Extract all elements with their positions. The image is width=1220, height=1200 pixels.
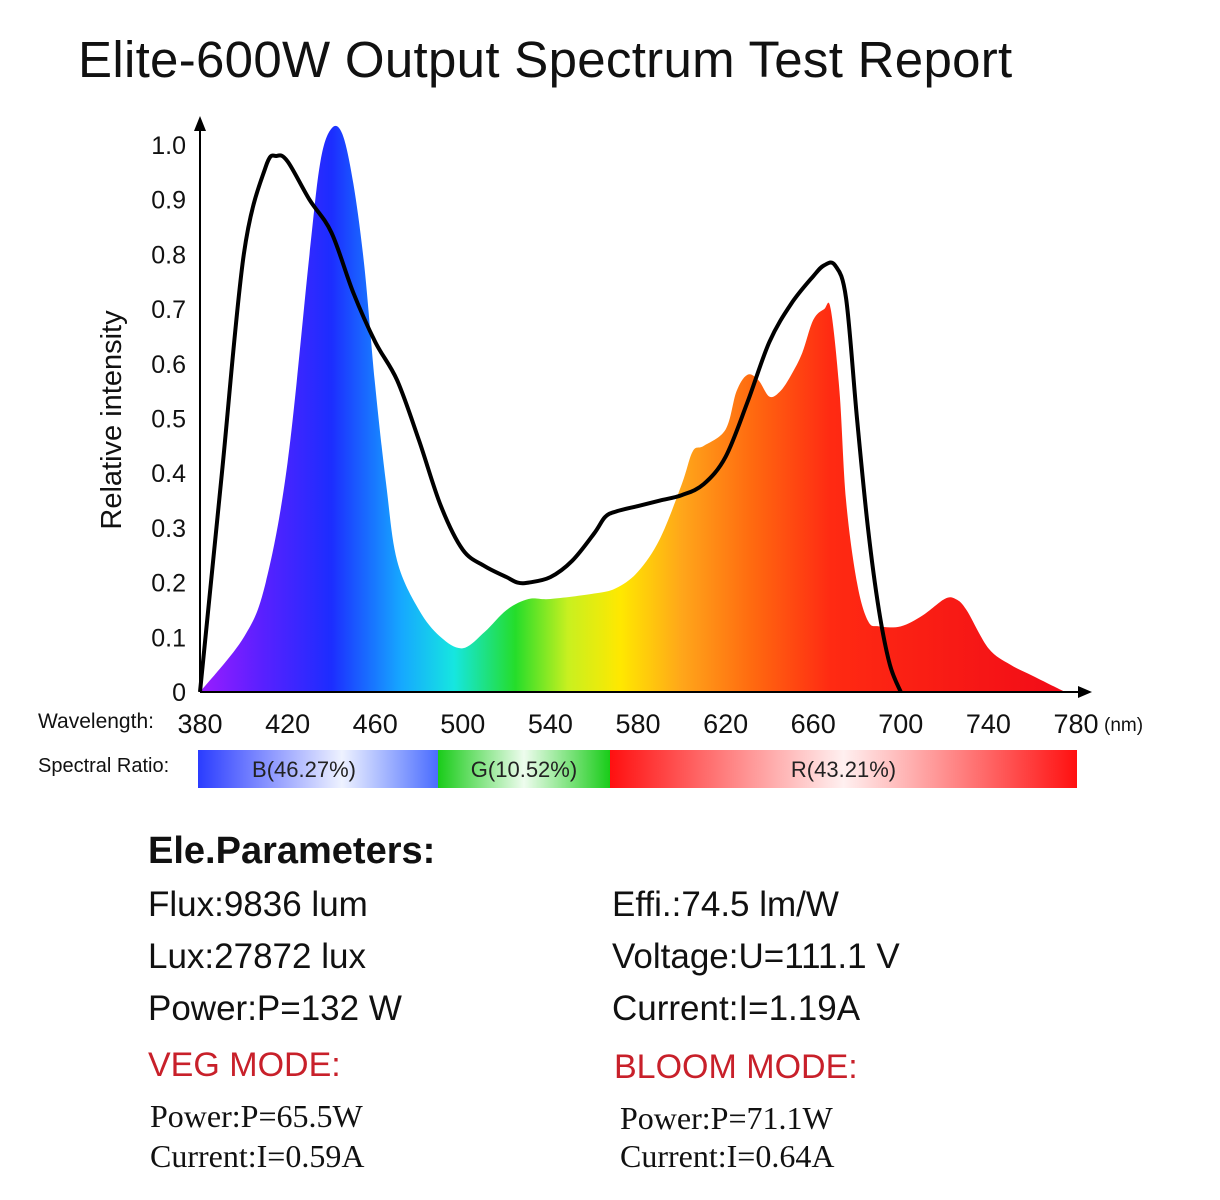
param-lux: Lux:27872 lux	[148, 937, 366, 976]
param-voltage: Voltage:U=111.1 V	[612, 937, 900, 976]
veg-current: Current:I=0.59A	[150, 1138, 365, 1174]
param-flux: Flux:9836 lum	[148, 885, 368, 924]
params-heading: Ele.Parameters:	[148, 830, 436, 872]
param-power: Power:P=132 W	[148, 989, 402, 1028]
y-tick-label: 0.7	[151, 296, 186, 324]
output-curve-line	[198, 153, 903, 693]
spectrum-chart: 0 0.1 0.2 0.3 0.4 0.5 0.6 0.7 0.8 0.9 1.0 380 420 460…	[96, 116, 1143, 788]
param-current: Current:I=1.19A	[612, 989, 861, 1028]
y-tick-label: 0.2	[151, 570, 186, 598]
x-tick-label: 540	[528, 709, 573, 739]
y-tick-label: 0.5	[151, 406, 186, 434]
y-axis-label: Relative intensity	[96, 310, 128, 530]
x-unit-label: (nm)	[1104, 715, 1143, 736]
x-tick-label: 460	[353, 709, 398, 739]
y-tick-label: 0.6	[151, 351, 186, 379]
spectral-ratio-segment	[610, 750, 1077, 788]
x-axis-arrow	[1078, 686, 1092, 698]
y-tick-label: 0.1	[151, 624, 186, 652]
y-tick-label: 0.4	[151, 460, 186, 488]
x-tick-label: 700	[878, 709, 923, 739]
x-axis-label: Wavelength:	[38, 710, 154, 733]
veg-power: Power:P=65.5W	[150, 1098, 363, 1134]
y-tick-label: 0	[172, 679, 186, 707]
x-tick-label: 420	[265, 709, 310, 739]
x-tick-label: 380	[177, 709, 222, 739]
x-tick-label: 500	[440, 709, 485, 739]
param-efficiency: Effi.:74.5 lm/W	[612, 885, 839, 924]
spectral-ratio-text: B(46.27%)	[252, 757, 356, 782]
y-tick-label: 0.9	[151, 187, 186, 215]
veg-mode-title: VEG MODE:	[148, 1046, 341, 1084]
y-tick-label: 0.3	[151, 515, 186, 543]
x-tick-label: 660	[791, 709, 836, 739]
y-tick-label: 1.0	[151, 132, 186, 160]
spectral-ratio-text: G(10.52%)	[471, 757, 577, 782]
y-axis-arrow	[194, 116, 206, 131]
bloom-mode-title: BLOOM MODE:	[614, 1048, 858, 1086]
bloom-current: Current:I=0.64A	[620, 1138, 835, 1174]
x-tick-label: 620	[703, 709, 748, 739]
spectral-ratio-label: Spectral Ratio:	[38, 755, 170, 777]
x-tick-label: 580	[615, 709, 660, 739]
x-tick-label: 740	[966, 709, 1011, 739]
spectrum-area	[200, 125, 1066, 692]
page-title: Elite-600W Output Spectrum Test Report	[78, 31, 1013, 88]
spectral-ratio-segment	[438, 750, 610, 788]
spectral-ratio-segment	[198, 750, 438, 788]
bloom-power: Power:P=71.1W	[620, 1100, 833, 1136]
y-tick-label: 0.8	[151, 241, 186, 269]
spectral-ratio-text: R(43.21%)	[791, 757, 896, 782]
x-tick-label: 780	[1053, 709, 1098, 739]
